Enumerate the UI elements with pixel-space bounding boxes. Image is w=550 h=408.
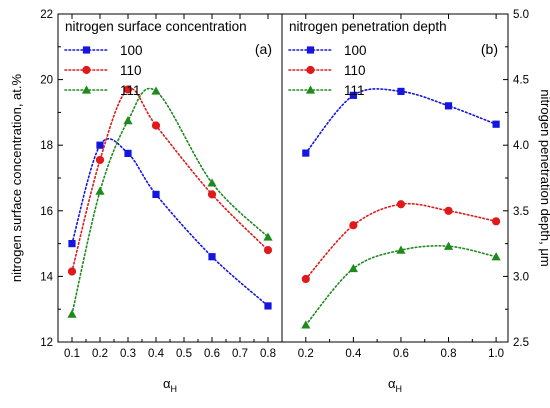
panel-a-legend-marker-110 [82, 65, 91, 75]
panel-a-series-111-point [207, 178, 217, 187]
panel-b-legend-marker-111 [305, 85, 316, 94]
panel-a-series-100-point [96, 141, 104, 149]
panel-a-series-111-point [95, 186, 105, 195]
panel-b-series-110-point [396, 200, 406, 209]
panel-b-frame [281, 13, 509, 343]
panel-a-series-100-point [208, 253, 216, 261]
panel-a-ytick-label: 22 [40, 9, 53, 21]
panel-b-series-100-point [397, 87, 405, 96]
panel-a-xtick-label: 0.4 [148, 348, 165, 360]
panel-a-xtick-label: 0.2 [92, 348, 108, 360]
panel-b-series-110-point [349, 221, 358, 230]
panel-b-xtick-label: 0.8 [441, 348, 457, 360]
panel-a-series-111-point [263, 232, 273, 241]
panel-b-series-111-point [443, 241, 454, 250]
panel-b-label: (b) [481, 41, 498, 57]
panel-b-series-111-point [396, 245, 406, 254]
panel-a-series-111-line [71, 87, 269, 315]
panel-b-legend-label-110: 110 [344, 63, 366, 78]
panel-b-legend-marker-100 [306, 46, 315, 54]
panel-b-xtick-label: 0.6 [393, 348, 409, 360]
panel-a-legend-marker-100 [82, 46, 91, 54]
panel-a-series-110-point [95, 155, 105, 165]
panel-b-ytick-label: 4.0 [513, 140, 529, 152]
panel-b-series-110-point [444, 206, 453, 215]
panel-a-xtick-label: 0.5 [176, 348, 192, 360]
panel-a-legend-label-111: 111 [120, 83, 141, 98]
panel-a-legend-label-110: 110 [120, 63, 142, 78]
panel-a-series-100-point [124, 149, 132, 157]
panel-b-ytick-label: 5.0 [513, 9, 529, 21]
panel-b-xtick-label: 1.0 [488, 348, 504, 360]
panel-a-ytick-label: 12 [40, 337, 53, 349]
panel-a-ytick-label: 20 [40, 75, 53, 87]
panel-b-group: 0.2 0.4 0.6 0.8 1.0 2.5 3.0 3.5 4.0 4.5 5.0 nitroge… [281, 9, 550, 360]
panel-a-ytick-label: 16 [40, 206, 53, 218]
panel-b-legend-marker-110 [306, 65, 315, 75]
panel-a-legend-marker-111 [81, 85, 92, 94]
panel-b-xtick-label: 0.2 [298, 348, 314, 360]
panel-a-series-110-point [67, 267, 77, 276]
panel-a-frame [57, 13, 283, 343]
panel-b-series-100-point [349, 91, 357, 99]
panel-a-xtick-label: 0.3 [120, 348, 136, 360]
panel-a-series-111-point [123, 116, 133, 125]
panel-b-series-110-point [301, 274, 310, 284]
panel-b-ylabel: nitrogen penetration depth, μm [538, 89, 550, 266]
panel-a-ylabel: nitrogen surface concentration, at.% [9, 74, 24, 283]
panel-b-series-100-line [304, 88, 497, 154]
panel-b-series-110-line [304, 202, 497, 280]
panel-b-ytick-label: 3.5 [513, 206, 529, 218]
panel-b-legend-label-111: 111 [344, 83, 365, 98]
panel-b-series-111-point [491, 252, 501, 261]
panel-a-xtick-label: 0.8 [260, 348, 276, 360]
panel-b-xlabel: αH [388, 376, 402, 394]
panel-a-series-110-point [151, 121, 161, 130]
panel-a-xtick-label: 0.7 [232, 348, 248, 360]
panel-a-title: nitrogen surface concentration [65, 19, 247, 34]
panel-b-series-111-line [304, 245, 497, 326]
panel-a-series-111-point [151, 86, 161, 95]
panel-b-ytick-label: 2.5 [513, 337, 529, 349]
panel-a-group: 0.1 0.2 0.3 0.4 0.5 0.6 0.7 0.8 12 14 16 18 20 22 nitr… [9, 9, 283, 360]
panel-b-ytick-label: 3.0 [513, 271, 529, 283]
panel-a-series-110-point [123, 85, 133, 94]
panel-b-series-100-point [302, 149, 310, 157]
panel-b-series-100-point [444, 102, 453, 110]
panel-a-series-100-point [152, 190, 160, 198]
panel-a-legend-label-100: 100 [120, 43, 143, 58]
panel-a-label: (a) [255, 41, 272, 57]
panel-b-title: nitrogen penetration depth [289, 19, 447, 34]
panel-a-series-110-point [263, 246, 273, 255]
panel-b-series-100-point [492, 120, 500, 128]
panel-a-series-100-point [264, 302, 272, 310]
panel-a-xtick-label: 0.6 [204, 348, 220, 360]
panel-a-ytick-label: 18 [40, 140, 53, 152]
panel-b-xtick-label: 0.4 [345, 348, 362, 360]
panel-a-series-110-line [71, 87, 269, 273]
panel-b-series-111-point [348, 263, 358, 273]
panel-b-series-110-point [492, 217, 501, 226]
panel-a-series-111-point [67, 309, 77, 318]
panel-a-series-100-line [71, 138, 269, 307]
panel-b-series-111-point [301, 320, 311, 329]
panel-b-ytick-label: 4.5 [513, 75, 529, 87]
panel-a-xtick-label: 0.1 [64, 348, 80, 360]
panel-b-legend-label-100: 100 [344, 43, 367, 58]
panel-a-series-110-point [207, 190, 217, 199]
panel-a-xlabel: αH [163, 376, 177, 394]
panel-a-series-100-point [68, 240, 76, 248]
panel-a-ytick-label: 14 [40, 271, 53, 283]
